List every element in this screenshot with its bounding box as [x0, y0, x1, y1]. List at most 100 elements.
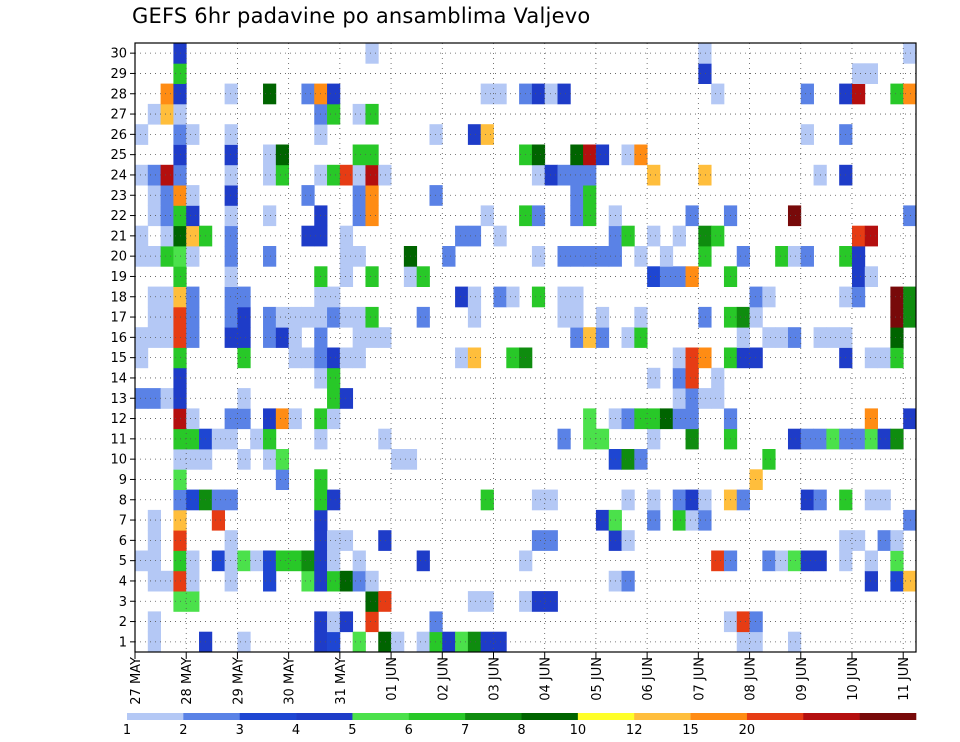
- y-tick-label: 18: [110, 290, 127, 305]
- heatmap-cell: [621, 144, 635, 166]
- heatmap-cell: [186, 570, 200, 592]
- heatmap-cell: [135, 347, 149, 369]
- heatmap-cell: [467, 225, 482, 247]
- heatmap-cell: [327, 164, 341, 186]
- heatmap-cell: [186, 591, 200, 612]
- legend-swatch: [239, 713, 297, 720]
- heatmap-cell: [455, 347, 469, 369]
- heatmap-cell: [698, 225, 712, 247]
- legend-label: 2: [179, 723, 187, 738]
- heatmap-cell: [147, 388, 161, 409]
- heatmap-cell: [903, 306, 917, 328]
- heatmap-cell: [147, 286, 161, 308]
- heatmap-cell: [570, 164, 584, 186]
- heatmap-cell: [211, 428, 226, 450]
- legend-swatch: [634, 713, 691, 720]
- heatmap-cell: [378, 631, 392, 653]
- heatmap-cell: [186, 550, 200, 572]
- heatmap-cell: [877, 530, 891, 551]
- heatmap-cell: [711, 367, 725, 389]
- heatmap-cell: [250, 550, 264, 572]
- color-legend: 1 2 3 4 5 6 7 8 10 12 15 20: [123, 713, 917, 738]
- heatmap-cell: [416, 266, 430, 287]
- heatmap-cell: [736, 611, 750, 633]
- heatmap-cell: [595, 246, 610, 267]
- heatmap-cell: [749, 631, 763, 653]
- heatmap-cell: [749, 306, 763, 328]
- heatmap-cell: [160, 246, 174, 267]
- heatmap-cell: [237, 327, 251, 348]
- heatmap-cell: [570, 205, 584, 227]
- heatmap-cell: [903, 205, 917, 227]
- heatmap-cell: [147, 631, 161, 653]
- heatmap-cell: [851, 428, 866, 450]
- y-tick-label: 22: [110, 209, 127, 224]
- heatmap-cell: [864, 408, 878, 430]
- heatmap-cell: [147, 103, 161, 125]
- heatmap-cell: [890, 306, 904, 328]
- heatmap-cell: [864, 570, 878, 592]
- x-tick-label: 31 MAY: [334, 657, 349, 705]
- heatmap-cell: [698, 347, 712, 369]
- heatmap-cell: [749, 347, 763, 369]
- heatmap-cell: [531, 144, 546, 166]
- heatmap-cell: [365, 570, 379, 592]
- heatmap-cell: [327, 103, 341, 125]
- heatmap-cell: [352, 570, 366, 592]
- heatmap-cell: [775, 550, 789, 572]
- heatmap-cell: [275, 408, 290, 430]
- heatmap-cell: [736, 327, 750, 348]
- heatmap-cell: [787, 327, 802, 348]
- heatmap-cell: [570, 185, 584, 206]
- heatmap-cell: [455, 225, 469, 247]
- heatmap-cell: [506, 286, 520, 308]
- heatmap-cell: [301, 550, 315, 572]
- heatmap-cell: [826, 327, 840, 348]
- heatmap-cell: [621, 408, 635, 430]
- heatmap-cell: [224, 144, 238, 166]
- heatmap-cell: [275, 469, 290, 490]
- heatmap-cell: [595, 509, 610, 531]
- heatmap-cell: [570, 246, 584, 267]
- heatmap-cell: [851, 225, 866, 247]
- y-tick-label: 17: [110, 311, 127, 326]
- heatmap-cell: [685, 347, 699, 369]
- heatmap-cell: [224, 124, 238, 145]
- heatmap-cell: [864, 225, 878, 247]
- heatmap-cell: [160, 103, 174, 125]
- heatmap-cell: [135, 164, 149, 186]
- heatmap-cell: [583, 327, 597, 348]
- heatmap-cell: [339, 611, 354, 633]
- y-tick-label: 3: [119, 595, 127, 610]
- heatmap-cell: [224, 205, 238, 227]
- x-tick-label: 03 JUN: [487, 657, 502, 701]
- heatmap-cell: [736, 306, 750, 328]
- legend-label: 5: [348, 723, 356, 738]
- heatmap-cell: [416, 306, 430, 328]
- legend-label: 15: [682, 723, 699, 738]
- heatmap-cell: [378, 428, 392, 450]
- heatmap-cell: [787, 631, 802, 653]
- heatmap-cell: [685, 509, 699, 531]
- heatmap-cell: [135, 388, 149, 409]
- heatmap-cell: [263, 83, 277, 105]
- heatmap-cells: [135, 43, 917, 653]
- heatmap-cell: [570, 286, 584, 308]
- heatmap-cell: [186, 286, 200, 308]
- y-tick-label: 26: [110, 128, 127, 143]
- heatmap-cell: [647, 408, 661, 430]
- heatmap-cell: [327, 550, 341, 572]
- heatmap-cell: [864, 489, 878, 511]
- heatmap-cell: [275, 306, 290, 328]
- heatmap-cell: [237, 449, 251, 470]
- y-tick-label: 14: [110, 371, 127, 386]
- x-tick-label: 07 JUN: [692, 657, 707, 701]
- heatmap-cell: [685, 428, 699, 450]
- y-tick-label: 13: [110, 392, 127, 407]
- heatmap-cell: [775, 246, 789, 267]
- heatmap-cell: [160, 327, 174, 348]
- heatmap-cell: [672, 225, 686, 247]
- heatmap-cell: [698, 164, 712, 186]
- legend-swatch: [803, 713, 860, 720]
- heatmap-cell: [480, 591, 494, 612]
